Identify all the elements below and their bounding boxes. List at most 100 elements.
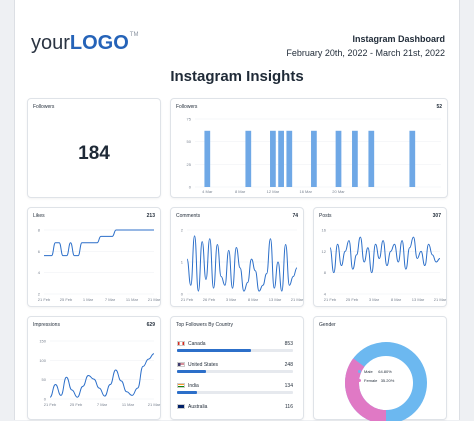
likes-card: Likes 213 8 6 4 2 21 Feb 25 Feb 1 Mar 7 Mar 11 M…: [27, 207, 161, 307]
comments-line-chart: 2 1 021 Feb 26 Feb 3 Mar 8 Mar 13 Mar 21 Mar: [181, 228, 304, 303]
followers-chart-card: Followers 52 75 50 25 0 4 Mar 8 Mar 12 Mar 16 M…: [170, 98, 448, 198]
card-value: 52: [436, 104, 442, 110]
impressions-card: Impressions 629 150 100 50 0 21 Feb 25 Feb 7 M…: [27, 316, 161, 420]
card-label: Gender: [319, 322, 336, 328]
y-tick-label: 150: [39, 339, 46, 344]
card-value: 74: [292, 213, 298, 219]
y-tick-label: 6: [38, 249, 41, 254]
x-tick-label: 25 Feb: [70, 402, 83, 407]
x-tick-label: 21 Feb: [38, 297, 51, 302]
company-logo: yourLOGOTM: [31, 32, 139, 54]
y-tick-label: 100: [39, 358, 46, 363]
x-tick-label: 21 Feb: [324, 297, 337, 302]
impressions-line-chart: 150 100 50 021 Feb 25 Feb 7 Mar 11 Mar 21 Mar: [39, 339, 161, 408]
x-tick-label: 8 Mar: [248, 297, 259, 302]
country-name: United States: [188, 362, 219, 368]
card-label: Top Followers By Country: [176, 322, 233, 328]
followers-bar: [311, 130, 317, 187]
date-range: February 20th, 2022 - March 21st, 2022: [286, 48, 445, 58]
x-tick-label: 3 Mar: [369, 297, 380, 302]
x-tick-label: 3 Mar: [226, 297, 237, 302]
y-tick-label: 0: [181, 292, 184, 297]
y-tick-label: 1: [181, 260, 184, 265]
canada-flag-icon: [177, 341, 185, 347]
card-label: Followers: [176, 104, 198, 110]
x-tick-label: 21 Mar: [291, 297, 304, 302]
series-line: [49, 353, 155, 398]
dashboard-page: yourLOGOTM Instagram Dashboard February …: [14, 0, 460, 421]
followers-bar: [278, 130, 284, 187]
y-tick-label: 8: [324, 270, 327, 275]
country-row: United States 248: [177, 362, 293, 373]
y-tick-label: 75: [187, 117, 192, 122]
gender-donut-chart: [345, 342, 427, 421]
gender-card: Gender Male 64.80% Female 35.20%: [313, 316, 447, 421]
x-tick-label: 8 Mar: [391, 297, 402, 302]
x-tick-label: 21 Mar: [148, 402, 161, 407]
y-tick-label: 50: [187, 139, 192, 144]
x-tick-label: 21 Feb: [44, 402, 57, 407]
card-label: Impressions: [33, 322, 60, 328]
country-row: India 134: [177, 383, 293, 394]
followers-bar: [270, 130, 276, 187]
y-tick-label: 0: [189, 185, 192, 190]
report-header: Instagram Dashboard February 20th, 2022 …: [286, 34, 445, 58]
dashboard-title: Instagram Dashboard: [352, 34, 445, 44]
card-label: Followers: [33, 104, 55, 110]
female-dot-icon: [358, 379, 361, 383]
page-title: Instagram Insights: [170, 68, 304, 85]
gender-legend: Male 64.80% Female 35.20%: [358, 369, 394, 387]
followers-bar-chart: 75 50 25 0 4 Mar 8 Mar 12 Mar 16 Mar 20 Mar: [187, 117, 441, 194]
india-flag-icon: [177, 383, 185, 389]
country-bar: [177, 349, 293, 352]
followers-bar: [286, 130, 293, 187]
y-tick-label: 0: [44, 397, 47, 402]
likes-line-chart: 8 6 4 221 Feb 25 Feb 1 Mar 7 Mar 11 Mar 21 Mar: [38, 228, 161, 303]
followers-total-value: 184: [78, 143, 110, 164]
x-tick-label: 4 Mar: [202, 189, 213, 194]
x-tick-label: 12 Mar: [267, 189, 280, 194]
series-line: [186, 235, 298, 292]
followers-bar: [204, 130, 211, 187]
x-tick-label: 7 Mar: [97, 402, 108, 407]
x-tick-label: 25 Feb: [60, 297, 73, 302]
male-dot-icon: [358, 370, 361, 374]
x-tick-label: 20 Mar: [332, 189, 345, 194]
x-tick-label: 16 Mar: [299, 189, 312, 194]
card-value: 629: [146, 322, 155, 328]
followers-bar: [368, 130, 375, 187]
series-line: [44, 229, 154, 257]
card-value: 213: [146, 213, 155, 219]
x-tick-label: 7 Mar: [105, 297, 116, 302]
followers-bar: [409, 130, 416, 187]
country-bar-fill: [177, 349, 252, 352]
legend-male: Male 64.80%: [358, 369, 394, 374]
legend-female: Female 35.20%: [358, 378, 394, 383]
y-tick-label: 2: [38, 292, 41, 297]
posts-line-chart: 16 12 8 421 Feb 25 Feb 3 Mar 8 Mar 13 Mar 21 Mar: [322, 228, 447, 303]
card-label: Posts: [319, 213, 332, 219]
y-tick-label: 50: [42, 377, 47, 382]
y-tick-label: 4: [324, 292, 327, 297]
x-tick-label: 11 Mar: [126, 297, 139, 302]
comments-card: Comments 74 2 1 0 21 Feb 26 Feb 3 Mar 8 Mar 13 …: [170, 207, 304, 307]
y-tick-label: 25: [187, 162, 192, 167]
posts-card: Posts 307 16 12 8 4 21 Feb 25 Feb 3 Mar 8 Mar 13…: [313, 207, 447, 307]
y-tick-label: 16: [322, 228, 327, 233]
country-name: Australia: [188, 404, 208, 410]
y-tick-label: 2: [181, 228, 184, 233]
x-tick-label: 21 Feb: [181, 297, 194, 302]
y-tick-label: 8: [38, 228, 41, 233]
us-flag-icon: [177, 362, 185, 368]
x-tick-label: 8 Mar: [235, 189, 246, 194]
followers-bar: [352, 130, 358, 187]
x-tick-label: 21 Mar: [148, 297, 161, 302]
top-followers-card: Top Followers By Country Canada 853 Unit…: [170, 316, 304, 420]
country-bar: [177, 391, 293, 394]
series-line: [329, 236, 441, 274]
followers-bar: [335, 130, 342, 187]
x-tick-label: 26 Feb: [203, 297, 216, 302]
country-row: Canada 853: [177, 341, 293, 352]
donut-female-slice: [345, 342, 427, 421]
country-bar: [177, 370, 293, 373]
